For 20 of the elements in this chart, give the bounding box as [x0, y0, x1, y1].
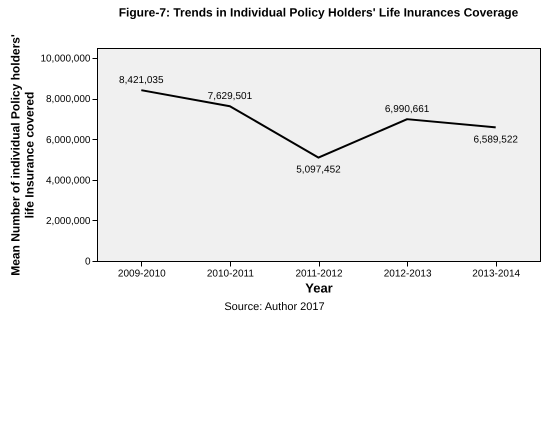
y-tick-label: 6,000,000	[46, 134, 91, 146]
chart-title: Figure-7: Trends in Individual Policy Holders' Life Inurances Coverage	[118, 6, 519, 20]
y-tick-label: 8,000,000	[46, 94, 91, 106]
data-label: 6,990,661	[384, 104, 430, 116]
y-tick-label: 2,000,000	[46, 216, 91, 227]
x-tick-label: 2009-2010	[118, 268, 166, 280]
x-tick-label: 2012-2013	[384, 268, 432, 280]
x-axis-title: Year	[305, 280, 333, 296]
x-tick-label: 2013-2014	[472, 268, 521, 280]
y-axis-title: Mean Number of individual Policy holders' life Insurance covered	[8, 34, 36, 276]
source-note: Source: Author 2017	[223, 301, 326, 313]
data-label: 7,629,501	[208, 91, 253, 102]
data-label: 8,421,035	[119, 75, 164, 86]
y-tick-label: 0	[84, 256, 91, 268]
x-tick-label: 2011-2012	[295, 268, 343, 280]
x-tick-label: 2010-2011	[206, 268, 254, 280]
y-tick-label: 10,000,000	[40, 54, 91, 65]
y-tick-label: 4,000,000	[46, 175, 91, 186]
data-label: 6,589,522	[473, 134, 518, 146]
data-label: 5,097,452	[296, 164, 342, 176]
